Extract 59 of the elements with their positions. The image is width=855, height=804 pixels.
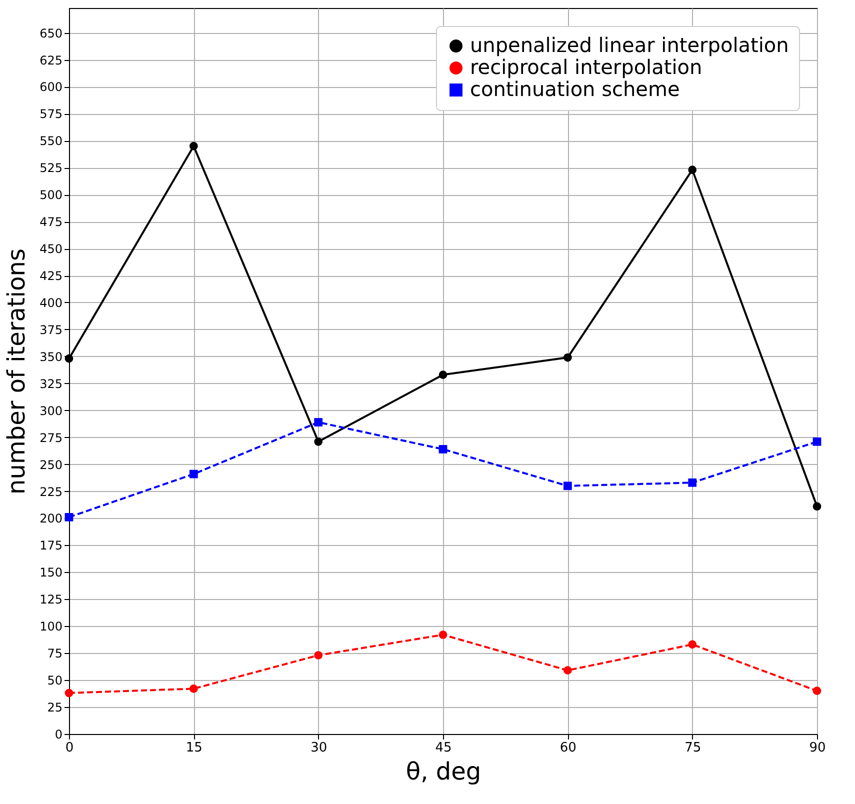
x-tick-label: 30 [310,740,328,756]
y-tick-label: 375 [40,322,62,337]
y-tick-label: 350 [40,350,62,364]
x-tick-label: 0 [65,740,74,756]
x-tick-label: 90 [809,740,826,756]
point [688,478,697,487]
y-tick-label: 175 [40,538,62,553]
x-tick-label: 75 [684,740,702,756]
y-tick-label: 625 [40,53,62,68]
point [812,437,822,446]
point [438,370,448,379]
y-tick-label: 300 [40,404,62,418]
y-tick-label: 225 [40,484,62,499]
y-tick-label: 450 [40,242,62,256]
point [189,684,198,693]
point [812,502,822,511]
legend-label: unpenalized linear interpolation [470,33,789,57]
y-tick-label: 200 [40,512,62,526]
y-tick-label: 50 [47,674,62,688]
point [563,666,572,675]
y-tick-label: 575 [40,107,62,122]
point [438,445,448,454]
y-tick-label: 475 [40,215,62,230]
y-tick-label: 125 [40,592,62,607]
y-tick-label: 100 [40,620,62,634]
point [314,437,323,446]
y-tick-label: 0 [54,728,62,742]
point [189,470,198,478]
legend-label: reciprocal interpolation [470,55,702,79]
y-tick-label: 25 [47,700,62,715]
point [314,651,323,660]
point [314,418,323,426]
y-tick-label: 275 [40,430,62,445]
x-axis-title: θ, deg [406,758,482,786]
point [563,353,572,362]
point [563,482,572,490]
y-tick-label: 550 [40,134,62,148]
point [812,686,822,696]
y-tick-label: 650 [40,26,62,40]
point [688,166,697,174]
y-tick-label: 325 [40,376,62,391]
y-tick-label: 500 [40,188,62,202]
point [438,630,448,639]
y-tick-label: 400 [40,296,62,310]
point [189,142,198,150]
point [688,640,697,649]
y-tick-label: 425 [40,269,62,284]
x-tick-label: 45 [435,740,452,756]
y-tick-label: 525 [40,161,62,176]
x-tick-label: 60 [560,740,576,756]
y-tick-label: 150 [40,566,62,580]
y-tick-label: 250 [40,458,62,472]
y-tick-label: 75 [47,646,62,661]
point [64,512,74,522]
y-tick-label: 600 [40,80,62,94]
legend-label: continuation scheme [470,77,680,101]
x-tick-label: 15 [186,740,202,756]
y-axis-title: number of iterations [2,248,31,494]
point [64,688,74,698]
